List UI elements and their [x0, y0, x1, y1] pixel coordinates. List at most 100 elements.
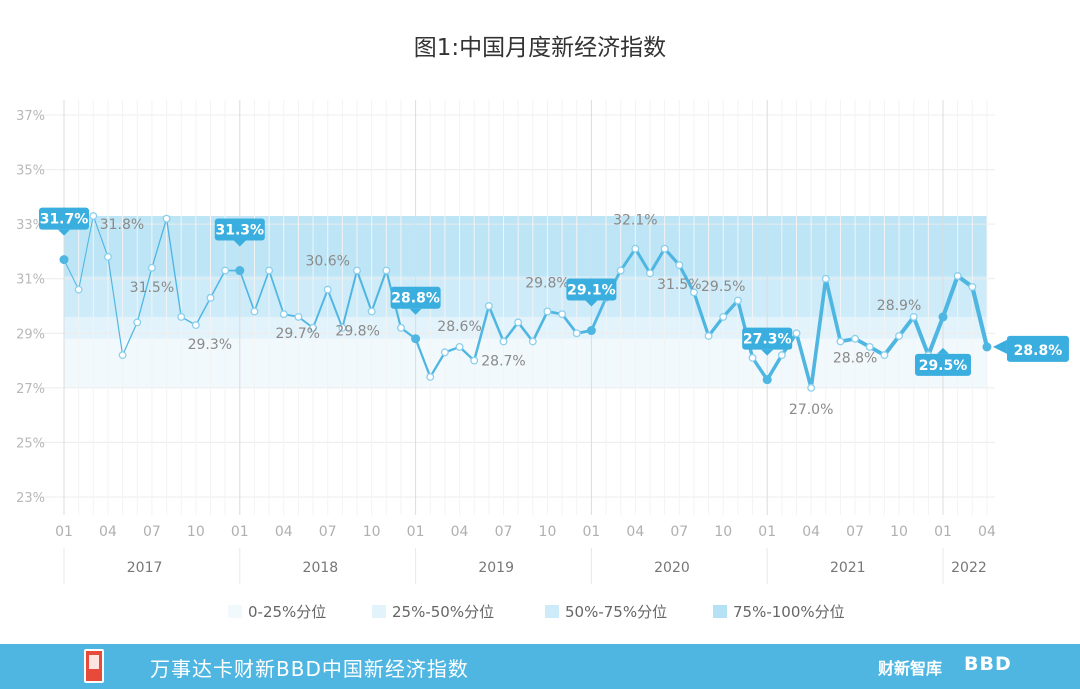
data-point	[748, 353, 757, 362]
data-point	[690, 288, 698, 297]
x-tick-label: 04	[978, 524, 996, 540]
callout-label: 27.3%	[743, 332, 792, 348]
data-label: 31.5%	[130, 280, 174, 296]
x-tick-label: 07	[319, 524, 337, 540]
line-segment	[692, 290, 711, 338]
data-point	[338, 323, 347, 332]
line-segment	[253, 269, 270, 313]
line-segment	[487, 304, 505, 343]
data-point	[279, 310, 288, 319]
data-point	[953, 272, 962, 280]
footer-title: 万事达卡财新BBD中国新经济指数	[150, 657, 469, 681]
callout-pointer	[58, 229, 70, 236]
data-point	[411, 334, 421, 344]
callout-pointer	[409, 308, 422, 315]
data-point	[367, 307, 376, 316]
year-label: 2020	[654, 560, 690, 576]
data-point	[543, 307, 552, 316]
callout-box	[39, 207, 89, 230]
data-label: 30.6%	[305, 254, 349, 270]
series-new-economy-index	[59, 212, 992, 392]
line-segment	[355, 269, 373, 313]
data-label: 28.8%	[833, 351, 877, 367]
data-point	[440, 348, 449, 357]
line-segment	[809, 276, 828, 390]
line-segment	[414, 337, 432, 379]
data-point	[514, 318, 523, 327]
x-tick-label: 01	[582, 524, 600, 540]
data-point	[162, 214, 171, 223]
legend-swatch	[713, 605, 727, 618]
data-point	[455, 342, 464, 351]
data-point	[646, 269, 654, 278]
data-point	[586, 326, 596, 336]
line-segment	[92, 215, 109, 258]
data-point	[323, 285, 332, 294]
band-1	[64, 316, 987, 339]
callout-pointer	[585, 300, 598, 307]
data-point	[191, 321, 200, 330]
line-segment	[63, 259, 80, 291]
data-point	[807, 383, 816, 392]
line-segment	[268, 269, 285, 316]
x-tick-label: 04	[451, 524, 469, 540]
callout: 27.3%	[742, 327, 793, 356]
data-point	[895, 332, 903, 340]
callout-pointer	[992, 339, 1007, 354]
line-segment	[706, 315, 725, 338]
y-tick-label: 31%	[16, 273, 45, 288]
line-segment	[516, 321, 535, 343]
callout-label: 28.8%	[391, 291, 440, 307]
data-label: 27.0%	[789, 402, 833, 418]
line-segment	[472, 304, 491, 362]
line-segment	[136, 267, 153, 324]
data-point	[221, 266, 230, 275]
data-point	[206, 293, 215, 302]
x-axis: 01 04 07 10 01 04 07 10 01 04 07 10 01 04 07 10 01 04 07 10…	[55, 524, 996, 540]
data-point	[938, 312, 948, 322]
callout: 31.7%	[39, 207, 89, 236]
legend-label: 0-25%分位	[248, 603, 326, 621]
data-point	[851, 334, 860, 343]
data-point	[558, 310, 567, 319]
callouts: 31.7% 31.3% 28.8% 29.1% 27.3% 29.5% 28.8%	[39, 207, 1069, 376]
x-tick-label: 04	[626, 524, 644, 540]
x-tick-label: 04	[802, 524, 820, 540]
data-point	[250, 307, 259, 316]
line-segment	[911, 314, 931, 358]
line-segment	[209, 269, 226, 299]
callout-box	[1006, 335, 1069, 362]
line-segment	[238, 269, 256, 313]
line-segment	[882, 334, 901, 358]
legend-label: 50%-75%分位	[565, 603, 667, 621]
data-point	[103, 252, 112, 261]
y-tick-label: 35%	[16, 164, 45, 179]
line-segment	[429, 351, 447, 379]
data-point	[353, 266, 361, 275]
legend-label: 25%-50%分位	[392, 603, 494, 621]
data-point	[836, 337, 845, 346]
line-segment	[648, 247, 667, 275]
data-point	[777, 351, 786, 360]
data-point	[616, 266, 625, 275]
callout-box	[566, 278, 617, 301]
data-point	[265, 266, 274, 275]
x-tick-label: 10	[363, 524, 381, 540]
legend-swatch	[228, 605, 242, 618]
year-label: 2021	[830, 560, 866, 576]
line-segment	[926, 314, 946, 358]
line-segment	[78, 215, 94, 291]
nei-logo-icon	[84, 649, 104, 683]
data-point	[660, 244, 669, 253]
caixin-logo: 财新智库	[878, 659, 943, 678]
line-segment	[589, 296, 608, 332]
line-segment	[531, 310, 549, 343]
band-3	[64, 215, 987, 276]
band-0	[64, 338, 987, 388]
x-tick-label: 07	[495, 524, 513, 540]
legend-swatch	[372, 605, 386, 618]
x-tick-label: 10	[890, 524, 908, 540]
data-label: 31.5%	[657, 277, 701, 293]
line-segment	[121, 321, 138, 356]
data-point	[865, 342, 874, 351]
